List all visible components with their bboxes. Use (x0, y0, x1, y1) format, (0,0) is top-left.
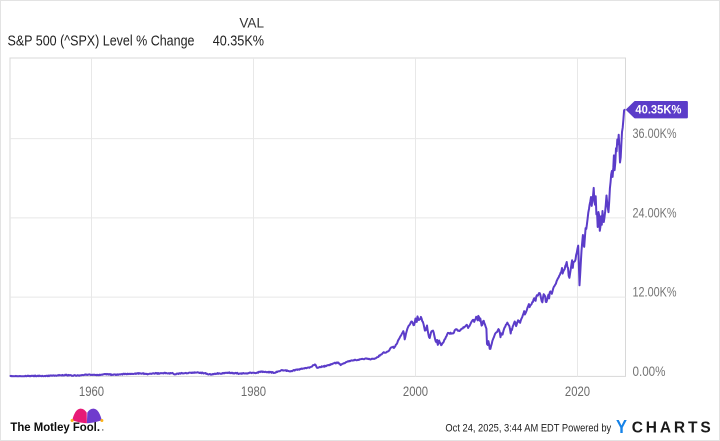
svg-text:1980: 1980 (241, 383, 266, 399)
svg-text:2020: 2020 (565, 383, 590, 399)
svg-text:VAL: VAL (239, 15, 264, 30)
svg-text:40.35K%: 40.35K% (635, 103, 681, 117)
svg-text:Oct 24, 2025, 3:44 AM EDT Powe: Oct 24, 2025, 3:44 AM EDT Powered by (445, 423, 611, 435)
svg-text:36.00K%: 36.00K% (633, 125, 677, 141)
svg-text:1960: 1960 (79, 383, 104, 399)
svg-text:40.35K%: 40.35K% (213, 33, 264, 50)
svg-text:Y: Y (616, 416, 628, 437)
svg-text:2000: 2000 (403, 383, 428, 399)
svg-text:0.00%: 0.00% (633, 363, 666, 379)
svg-text:12.00K%: 12.00K% (633, 284, 677, 300)
svg-text:The Motley Fool.: The Motley Fool. (10, 420, 100, 434)
svg-text:24.00K%: 24.00K% (633, 204, 677, 220)
svg-text:S&P 500 (^SPX) Level % Change: S&P 500 (^SPX) Level % Change (8, 33, 195, 50)
